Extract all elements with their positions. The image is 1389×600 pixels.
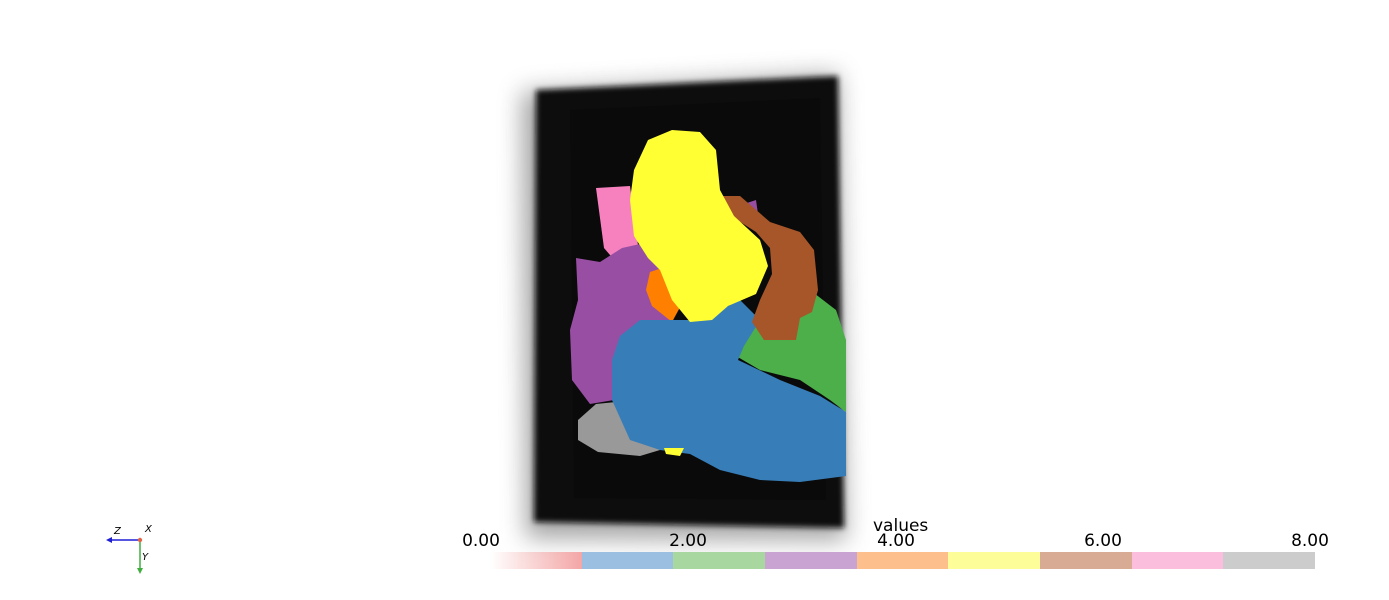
scalar-bar-segment bbox=[581, 552, 674, 569]
orientation-axes-widget: Z X Y bbox=[100, 520, 160, 580]
label-blue-region bbox=[612, 300, 846, 482]
axis-x-label: X bbox=[145, 524, 152, 535]
segmentation-labels bbox=[570, 130, 846, 482]
scalar-bar-tick: 2.00 bbox=[669, 531, 707, 551]
scalar-bar-legend: values 0.00 2.00 4.00 6.00 8.00 bbox=[455, 512, 1345, 572]
scalar-bar-segment bbox=[1040, 552, 1132, 569]
scalar-bar-tick: 4.00 bbox=[877, 531, 915, 551]
scalar-bar-segment bbox=[765, 552, 857, 569]
axes-triad-icon bbox=[106, 537, 143, 574]
label-brown-region bbox=[722, 196, 818, 340]
scalar-bar-segment bbox=[490, 552, 582, 569]
scalar-bar-tick: 8.00 bbox=[1291, 531, 1329, 551]
scalar-bar-title: values bbox=[873, 516, 929, 536]
axis-y-label: Y bbox=[142, 552, 149, 563]
scalar-bar-segment bbox=[1223, 552, 1316, 569]
scalar-bar-segment bbox=[673, 552, 766, 569]
label-yellow-region bbox=[630, 130, 768, 322]
scalar-bar-colors bbox=[490, 552, 1316, 569]
scalar-bar-segment bbox=[856, 552, 949, 569]
scalar-bar-tick: 0.00 bbox=[462, 531, 500, 551]
axis-z-label: Z bbox=[114, 526, 121, 537]
label-yellow-small-region bbox=[664, 448, 684, 456]
scalar-bar-tick: 6.00 bbox=[1084, 531, 1122, 551]
scalar-bar-segment bbox=[948, 552, 1041, 569]
label-pink-region bbox=[596, 186, 640, 262]
scalar-bar-segment bbox=[1131, 552, 1224, 569]
